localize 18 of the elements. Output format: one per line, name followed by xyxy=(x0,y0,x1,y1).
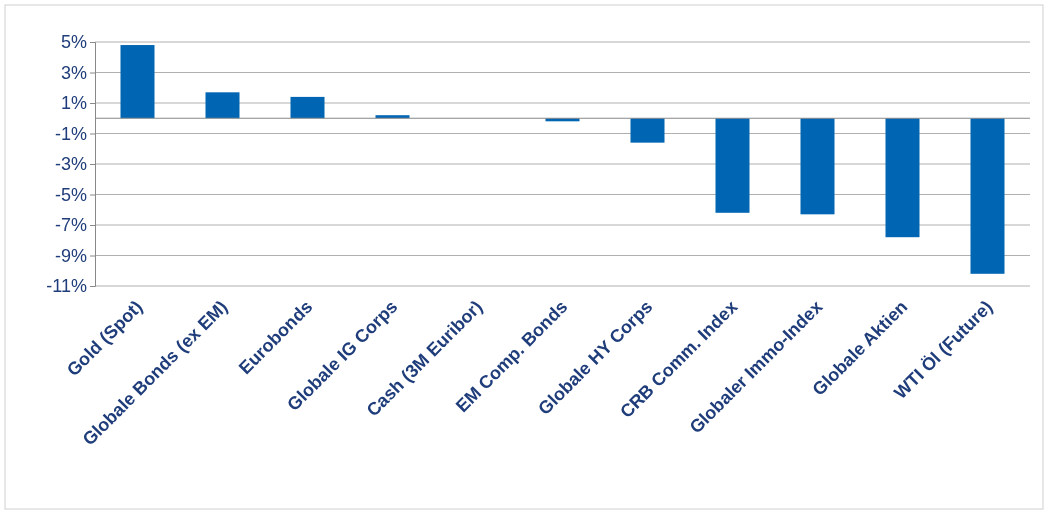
bar xyxy=(885,118,920,238)
bar xyxy=(970,118,1005,274)
y-tick-label: 3% xyxy=(60,62,87,83)
y-tick-label: -11% xyxy=(46,276,87,297)
y-tick-label: 5% xyxy=(60,32,87,53)
bar xyxy=(120,45,155,119)
y-tick-label: -7% xyxy=(54,215,87,236)
bar xyxy=(205,92,240,119)
y-tick-label: -5% xyxy=(54,184,87,205)
bar xyxy=(800,118,835,215)
bar xyxy=(375,115,410,119)
bar xyxy=(630,118,665,143)
y-tick-label: -3% xyxy=(54,154,87,175)
y-tick-label: -1% xyxy=(54,123,87,144)
bar xyxy=(290,96,325,119)
y-tick-label: -9% xyxy=(54,245,87,266)
y-tick-label: 1% xyxy=(60,93,87,114)
bar xyxy=(715,118,750,213)
